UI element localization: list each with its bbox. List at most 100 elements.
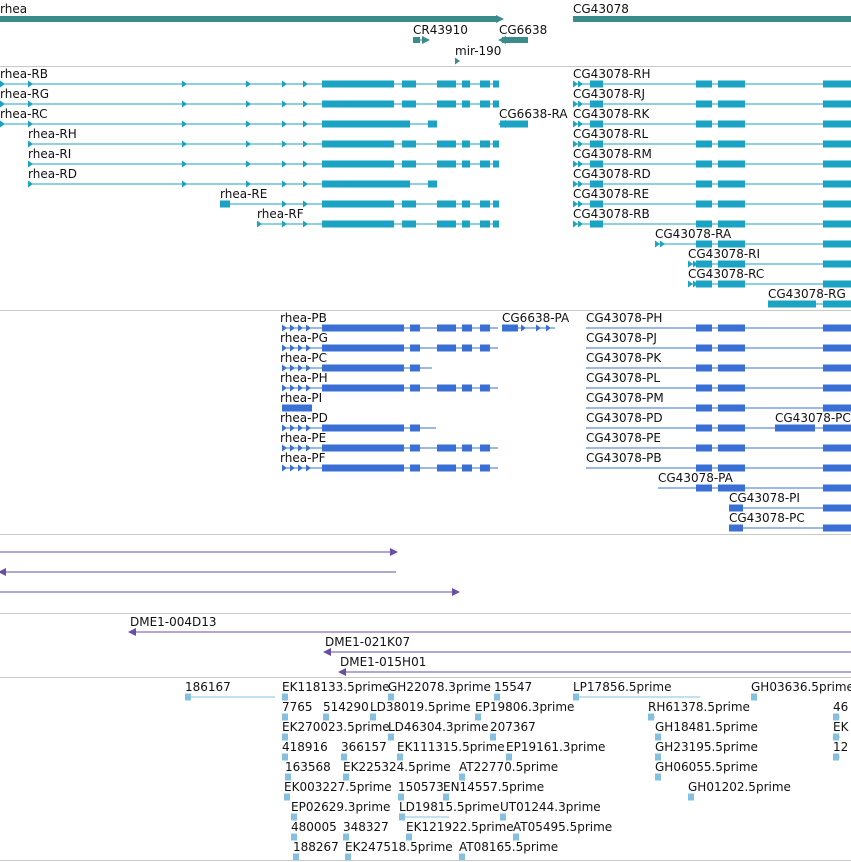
protein-rhea-pc[interactable] [282,364,432,372]
est-46[interactable] [833,713,840,721]
gene-mir-190[interactable] [455,57,460,65]
transcript-rhea-rf[interactable] [257,220,499,228]
clone-dme1-004d13[interactable] [128,628,851,636]
est-at22770-5prime[interactable] [459,773,465,781]
gene-cg43078[interactable] [573,16,851,22]
transcript-rhea-rg[interactable] [0,100,499,108]
transcript-cg43078-rk[interactable] [573,120,851,128]
alignment-3[interactable] [0,588,460,596]
transcript-cg43078-rh[interactable] [573,80,851,88]
gene-label-rhea: rhea [0,2,28,16]
est-15547[interactable] [494,693,500,701]
protein-cg43078-pe[interactable] [586,444,851,452]
protein-cg43078-pm[interactable] [586,404,851,412]
transcript-cg6638-ra[interactable] [498,120,528,128]
est-gh23195-5prime[interactable] [655,753,661,761]
est-ld46304-3prime[interactable] [388,733,394,741]
est-ek[interactable] [833,733,840,741]
est-ek003227-5prime[interactable] [284,793,290,801]
est-ek111315-5prime[interactable] [397,753,403,761]
transcript-cg43078-rm[interactable] [573,160,851,168]
transcript-cg43078-rb[interactable] [573,220,851,228]
transcript-rhea-ri[interactable] [28,160,499,168]
est-ut01244-3prime[interactable] [500,813,506,821]
protein-rhea-pd[interactable] [282,424,436,432]
transcript-rhea-rb[interactable] [0,80,499,88]
est-gh01202-5prime[interactable] [688,793,694,801]
est-ek121922-5prime[interactable] [406,833,412,841]
protein-cg43078-pc-2[interactable] [775,424,851,432]
est-188267[interactable] [293,853,299,861]
gene-cr43910[interactable] [413,36,430,44]
est-at08165-5prime[interactable] [459,853,465,861]
est-ep19161-3prime[interactable] [506,753,512,761]
est-514290[interactable] [323,713,329,721]
protein-rhea-pf[interactable] [282,464,498,472]
est-186167[interactable] [185,693,275,701]
est-ek225324-5prime[interactable] [343,773,349,781]
transcript-rhea-rd[interactable] [28,180,437,188]
est-ek270023-5prime[interactable] [282,733,288,741]
protein-rhea-pg[interactable] [282,344,498,352]
gene-cg6638[interactable] [498,36,528,44]
protein-rhea-pe[interactable] [282,444,498,452]
est-150573[interactable] [398,793,404,801]
est-46-label: 46 [833,700,849,714]
protein-cg43078-pc[interactable] [729,524,851,532]
protein-rhea-pi[interactable] [282,404,312,412]
est-ek118133-5prime-label: EK118133.5prime [282,680,390,694]
est-ek247518-5prime[interactable] [345,853,351,861]
est-207367[interactable] [490,733,496,741]
est-ld38019-5prime[interactable] [370,713,376,721]
protein-cg43078-pj[interactable] [586,344,851,352]
protein-rhea-pb[interactable] [282,324,498,332]
transcript-cg43078-rg[interactable] [768,300,851,308]
protein-cg43078-pa[interactable] [658,484,851,492]
est-418916[interactable] [282,753,288,761]
gene-rhea[interactable] [0,15,504,23]
clone-dme1-015h01[interactable] [338,668,851,676]
est-ek118133-5prime[interactable] [282,693,288,701]
protein-cg43078-pb[interactable] [586,464,851,472]
transcript-rhea-rh[interactable] [28,140,499,148]
protein-cg43078-pk[interactable] [586,364,851,372]
est-348327[interactable] [343,833,349,841]
alignment-2[interactable] [0,568,396,576]
transcript-cg43078-rd[interactable] [573,180,851,188]
est-ld19815-5prime[interactable] [399,813,449,821]
est-at05495-5prime[interactable] [513,833,519,841]
protein-cg43078-pl[interactable] [586,384,851,392]
alignment-1[interactable] [0,548,398,556]
est-480005[interactable] [291,833,297,841]
est-gh06055-5prime-label: GH06055.5prime [655,760,758,774]
transcript-label-rhea-rb: rhea-RB [0,67,48,81]
est-gh06055-5prime[interactable] [655,773,661,781]
est-7765[interactable] [282,713,288,721]
protein-cg43078-ph[interactable] [586,324,851,332]
transcript-cg43078-rj[interactable] [573,100,851,108]
protein-cg6638-pa[interactable] [502,324,555,332]
est-lp17856-5prime[interactable] [573,693,700,701]
transcript-cg43078-rc[interactable] [688,280,851,288]
est-366157[interactable] [341,753,347,761]
est-gh18481-5prime[interactable] [655,733,661,741]
transcript-rhea-re[interactable] [220,200,499,208]
est-rh61378-5prime[interactable] [648,713,655,721]
protein-cg43078-pi[interactable] [729,504,851,512]
protein-rhea-ph[interactable] [282,384,498,392]
transcript-cg43078-re[interactable] [573,200,851,208]
transcript-cg43078-ri[interactable] [688,260,851,268]
transcript-cg43078-ra[interactable] [655,240,851,248]
transcript-rhea-rc[interactable] [0,120,437,128]
est-163568[interactable] [285,773,291,781]
est-514290-label: 514290 [323,700,369,714]
est-gh22078-3prime[interactable] [388,693,394,701]
est-ep19806-3prime[interactable] [475,713,481,721]
transcript-cg43078-rl[interactable] [573,140,851,148]
est-en14557-5prime[interactable] [443,793,449,801]
est-gh03636-5prime[interactable] [751,693,757,701]
est-ep02629-3prime[interactable] [291,813,297,821]
clone-dme1-021k07[interactable] [323,648,851,656]
est-12[interactable] [833,753,840,761]
